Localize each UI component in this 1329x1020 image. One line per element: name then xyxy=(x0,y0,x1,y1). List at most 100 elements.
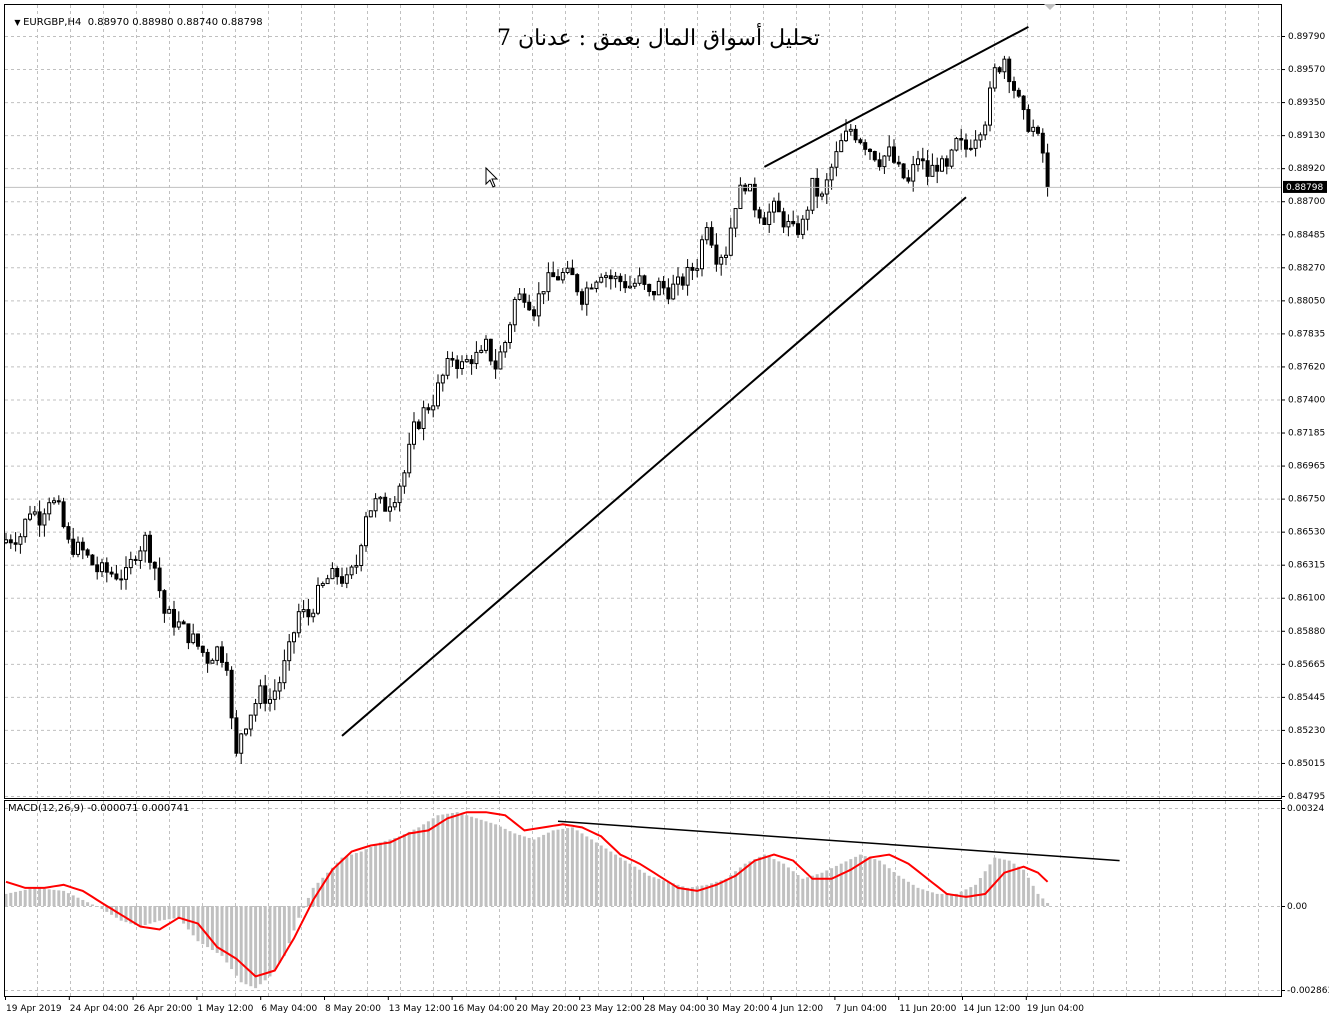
candle-body[interactable] xyxy=(992,67,997,89)
candle-body[interactable] xyxy=(623,281,628,289)
candle-body[interactable] xyxy=(311,612,316,618)
candle-body[interactable] xyxy=(762,217,767,225)
candle-body[interactable] xyxy=(306,609,311,618)
candle-body[interactable] xyxy=(469,359,474,365)
price-axis[interactable]: 0.89790 0.89570 0.89350 0.89130 0.88920 0.887… xyxy=(1281,32,1327,802)
candle-body[interactable] xyxy=(479,349,484,353)
candle-body[interactable] xyxy=(474,351,479,365)
candle-body[interactable] xyxy=(436,382,440,407)
candle-body[interactable] xyxy=(829,166,834,181)
candle-body[interactable] xyxy=(930,164,935,177)
candle-body[interactable] xyxy=(964,139,968,150)
candle-body[interactable] xyxy=(858,139,863,144)
candle-body[interactable] xyxy=(853,128,858,141)
candle-body[interactable] xyxy=(200,645,205,653)
candle-body[interactable] xyxy=(383,496,388,512)
candle-body[interactable] xyxy=(503,342,508,353)
candle-body[interactable] xyxy=(205,651,210,664)
candle-body[interactable] xyxy=(416,421,421,430)
candle-body[interactable] xyxy=(378,496,383,500)
candle-body[interactable] xyxy=(680,276,685,286)
candle-body[interactable] xyxy=(191,633,196,644)
candle-body[interactable] xyxy=(301,609,306,613)
candle-body[interactable] xyxy=(32,511,37,515)
candle-body[interactable] xyxy=(863,142,868,150)
candle-body[interactable] xyxy=(172,608,176,628)
candle-body[interactable] xyxy=(13,542,18,545)
candle-body[interactable] xyxy=(18,536,23,545)
candle-body[interactable] xyxy=(508,324,512,344)
candle-body[interactable] xyxy=(728,227,733,256)
candle-body[interactable] xyxy=(656,280,661,296)
candle-body[interactable] xyxy=(800,218,805,235)
candle-body[interactable] xyxy=(844,130,848,142)
candle-body[interactable] xyxy=(445,358,450,376)
candle-body[interactable] xyxy=(839,140,844,153)
candle-body[interactable] xyxy=(704,227,709,241)
candle-body[interactable] xyxy=(47,502,52,515)
candle-body[interactable] xyxy=(181,621,186,625)
candle-body[interactable] xyxy=(743,184,748,192)
candle-body[interactable] xyxy=(162,590,167,614)
candle-body[interactable] xyxy=(440,374,445,384)
candle-body[interactable] xyxy=(671,283,676,300)
candle-body[interactable] xyxy=(896,161,901,165)
candle-body[interactable] xyxy=(1026,109,1031,132)
candle-body[interactable] xyxy=(810,177,815,211)
candle-body[interactable] xyxy=(1002,58,1007,73)
candle-body[interactable] xyxy=(412,421,416,445)
candle-body[interactable] xyxy=(66,526,71,540)
candle-body[interactable] xyxy=(786,220,791,228)
candle-body[interactable] xyxy=(460,361,464,369)
candle-body[interactable] xyxy=(546,272,551,293)
candle-body[interactable] xyxy=(1016,89,1021,97)
candle-body[interactable] xyxy=(90,554,95,566)
candle-body[interactable] xyxy=(997,67,1002,73)
candle-body[interactable] xyxy=(565,267,570,273)
candle-body[interactable] xyxy=(575,274,580,293)
candle-body[interactable] xyxy=(834,151,839,168)
candle-body[interactable] xyxy=(791,220,796,225)
trendline[interactable] xyxy=(763,25,1029,168)
candle-body[interactable] xyxy=(541,291,546,295)
candle-body[interactable] xyxy=(330,568,335,580)
candle-body[interactable] xyxy=(580,291,584,305)
candle-body[interactable] xyxy=(23,518,28,538)
candle-body[interactable] xyxy=(1040,132,1045,154)
candle-body[interactable] xyxy=(676,276,680,285)
candle-body[interactable] xyxy=(143,534,148,552)
candle-body[interactable] xyxy=(320,583,325,586)
candle-body[interactable] xyxy=(455,359,460,369)
candle-body[interactable] xyxy=(316,584,320,614)
candle-body[interactable] xyxy=(872,151,877,161)
candle-body[interactable] xyxy=(1045,152,1050,188)
candle-body[interactable] xyxy=(820,193,824,197)
candle-body[interactable] xyxy=(1007,58,1012,83)
candle-body[interactable] xyxy=(272,690,277,700)
candle-body[interactable] xyxy=(340,576,344,584)
candle-body[interactable] xyxy=(124,567,128,580)
candle-body[interactable] xyxy=(464,359,469,363)
candle-body[interactable] xyxy=(560,271,565,281)
candle-body[interactable] xyxy=(37,511,42,526)
candle-body[interactable] xyxy=(949,149,954,167)
candle-body[interactable] xyxy=(76,541,80,555)
candle-body[interactable] xyxy=(244,728,248,735)
candle-body[interactable] xyxy=(978,134,983,141)
macd-trendline[interactable] xyxy=(557,820,1120,862)
candle-body[interactable] xyxy=(877,159,882,168)
candle-body[interactable] xyxy=(157,567,162,592)
macd-series[interactable] xyxy=(4,811,1120,989)
candle-body[interactable] xyxy=(397,485,402,504)
candle-body[interactable] xyxy=(176,621,181,628)
candle-body[interactable] xyxy=(426,407,431,411)
candle-body[interactable] xyxy=(776,200,781,213)
candle-body[interactable] xyxy=(263,685,268,704)
candle-body[interactable] xyxy=(344,574,349,584)
candle-body[interactable] xyxy=(551,272,556,278)
candle-body[interactable] xyxy=(104,562,109,573)
candle-body[interactable] xyxy=(407,443,412,474)
candle-body[interactable] xyxy=(517,293,522,300)
candle-body[interactable] xyxy=(80,541,85,551)
candle-body[interactable] xyxy=(253,703,258,716)
